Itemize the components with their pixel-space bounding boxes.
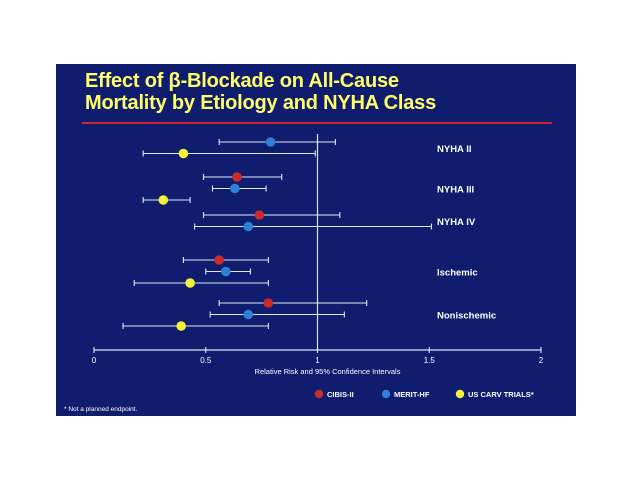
legend-marker bbox=[314, 389, 324, 399]
point-estimate bbox=[158, 195, 169, 205]
legend-label: MERIT-HF bbox=[394, 390, 430, 399]
legend-marker bbox=[455, 389, 465, 399]
point-estimate bbox=[214, 255, 224, 265]
x-tick-label: 2 bbox=[539, 356, 544, 365]
group-label: NYHA III bbox=[437, 185, 474, 196]
group-label: NYHA II bbox=[437, 144, 471, 155]
footnote: * Not a planned endpoint. bbox=[64, 406, 138, 413]
x-axis-label: Relative Risk and 95% Confidence Interva… bbox=[255, 367, 401, 376]
point-estimate bbox=[176, 321, 186, 331]
point-estimate bbox=[221, 266, 231, 277]
title-underline bbox=[82, 122, 552, 124]
point-estimate bbox=[243, 309, 254, 320]
point-estimate bbox=[185, 278, 195, 288]
legend-marker bbox=[381, 389, 391, 399]
x-tick-label: 0.5 bbox=[200, 356, 212, 365]
point-estimate bbox=[243, 221, 254, 232]
point-estimate bbox=[230, 183, 240, 194]
forest-plot: NYHA II NYHA III NYHA IV Ischemic Nonischemi… bbox=[92, 134, 544, 399]
point-estimate bbox=[254, 210, 265, 220]
point-estimate bbox=[178, 148, 189, 159]
legend-label: CIBIS-II bbox=[327, 390, 354, 399]
x-tick-label: 1.5 bbox=[424, 356, 436, 365]
x-tick-label: 1 bbox=[315, 356, 320, 365]
group-label: NYHA IV bbox=[437, 217, 476, 228]
title-line-1: Effect of β-Blockade on All-Cause bbox=[85, 70, 399, 92]
slide-panel: Effect of β-Blockade on All-Cause Mortal… bbox=[56, 64, 576, 416]
title-line-2: Mortality by Etiology and NYHA Class bbox=[85, 92, 437, 114]
x-tick-label: 0 bbox=[92, 356, 97, 365]
point-estimate bbox=[265, 137, 276, 147]
group-label: Nonischemic bbox=[437, 311, 496, 322]
point-estimate bbox=[232, 172, 242, 182]
group-label: Ischemic bbox=[437, 268, 478, 279]
point-estimate bbox=[263, 298, 274, 308]
chart-title: Effect of β-Blockade on All-Cause Mortal… bbox=[85, 70, 436, 114]
legend-label: US CARV TRIALS* bbox=[468, 390, 534, 399]
